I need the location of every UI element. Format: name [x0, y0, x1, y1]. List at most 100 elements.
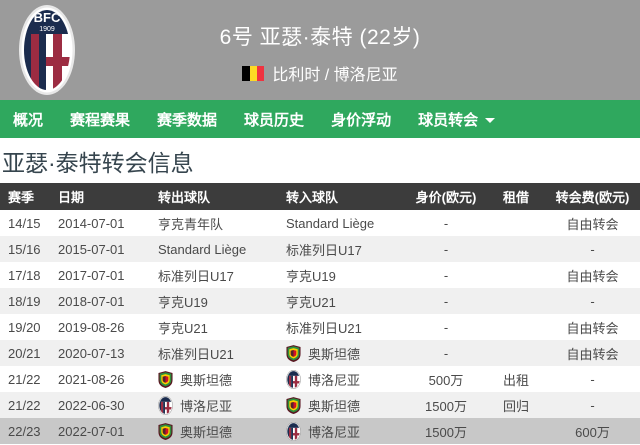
- loan-cell: [487, 314, 545, 340]
- team-name: 奥斯坦德: [180, 372, 233, 388]
- team-name: 亨克U19: [158, 294, 208, 310]
- to-team-cell: 博洛尼亚: [278, 366, 405, 392]
- team-name: 博洛尼亚: [180, 398, 233, 414]
- bologna-crest-icon: [286, 421, 301, 441]
- fee-cell: 自由转会: [566, 268, 619, 284]
- table-row: 15/16 2015-07-01 Standard Liège 标准列日U17 - -: [0, 236, 640, 262]
- season-cell: 22/23: [8, 423, 41, 439]
- to-team-cell: 博洛尼亚: [278, 418, 405, 444]
- from-team-cell: 亨克青年队: [150, 210, 278, 236]
- from-team-cell: Standard Liège: [150, 236, 278, 262]
- to-team: 标准列日U21: [286, 318, 405, 337]
- loan-cell: [487, 262, 545, 288]
- from-team-cell: 标准列日U21: [150, 340, 278, 366]
- nav-tab-transfers[interactable]: 球员转会: [418, 109, 496, 130]
- from-team: 亨克U21: [158, 318, 278, 337]
- season-cell: 14/15: [8, 215, 41, 231]
- to-team: 博洛尼亚: [286, 421, 405, 441]
- from-team: Standard Liège: [158, 242, 278, 257]
- loan-cell: [487, 210, 545, 236]
- market-value-cell: -: [443, 293, 449, 309]
- season-cell: 21/22: [8, 397, 41, 413]
- from-team-cell: 亨克U19: [150, 288, 278, 314]
- from-team-cell: 奥斯坦德: [150, 418, 278, 444]
- date-cell: 2022-07-01: [58, 423, 125, 439]
- date-cell: 2019-08-26: [58, 319, 125, 335]
- date-cell: 2021-08-26: [58, 371, 125, 387]
- fee-cell: 自由转会: [566, 346, 619, 362]
- to-team-cell: 亨克U19: [278, 262, 405, 288]
- loan-cell: 回归: [502, 398, 529, 414]
- col-header-fee: 转会费(欧元): [545, 183, 640, 210]
- to-team-cell: Standard Liège: [278, 210, 405, 236]
- oostende-crest-icon: [158, 370, 173, 389]
- transfer-table-body: 14/15 2014-07-01 亨克青年队 Standard Liège - 自由转会 1…: [0, 210, 640, 444]
- fee-cell: -: [590, 371, 595, 387]
- table-row: 17/18 2017-07-01 标准列日U17 亨克U19 - 自由转会: [0, 262, 640, 288]
- fee-cell: -: [590, 241, 595, 257]
- team-name: 亨克U21: [286, 294, 336, 310]
- col-header-season: 赛季: [0, 183, 50, 210]
- season-cell: 19/20: [8, 319, 41, 335]
- team-name: 奥斯坦德: [180, 424, 233, 440]
- table-row: 21/22 2022-06-30 博洛尼亚 奥斯坦德 1500万 回归 -: [0, 392, 640, 418]
- chevron-down-icon: [485, 117, 496, 123]
- market-value-cell: -: [443, 215, 449, 231]
- to-team: 亨克U19: [286, 266, 405, 285]
- market-value-cell: -: [443, 345, 449, 361]
- player-nationality-club: 比利时 / 博洛尼亚: [272, 67, 398, 84]
- nav-tab-player-history[interactable]: 球员历史: [244, 111, 305, 129]
- table-row: 19/20 2019-08-26 亨克U21 标准列日U21 - 自由转会: [0, 314, 640, 340]
- player-title: 6号 亚瑟·泰特 (22岁): [219, 26, 421, 49]
- to-team: Standard Liège: [286, 216, 405, 231]
- season-cell: 21/22: [8, 371, 41, 387]
- col-header-to-team: 转入球队: [278, 183, 405, 210]
- loan-cell: [487, 340, 545, 366]
- table-header-row: 赛季 日期 转出球队 转入球队 身价(欧元) 租借 转会费(欧元): [0, 183, 640, 210]
- season-cell: 17/18: [8, 267, 41, 283]
- svg-text:BFC: BFC: [34, 10, 61, 25]
- team-name: Standard Liège: [286, 215, 375, 231]
- belgium-flag-icon: [242, 65, 265, 81]
- from-team-cell: 亨克U21: [150, 314, 278, 340]
- from-team: 奥斯坦德: [158, 370, 278, 389]
- from-team: 亨克青年队: [158, 214, 278, 233]
- loan-cell: 出租: [502, 372, 529, 388]
- team-name: 标准列日U21: [286, 320, 362, 336]
- from-team: 博洛尼亚: [158, 395, 278, 415]
- player-header: BFC 1909 6号 亚瑟·泰特 (22岁) 比利时 / 博洛尼亚: [0, 0, 640, 100]
- market-value-cell: -: [443, 241, 449, 257]
- table-row: 22/23 2022-07-01 奥斯坦德 博洛尼亚 1500万 600万: [0, 418, 640, 444]
- from-team: 亨克U19: [158, 292, 278, 311]
- date-cell: 2014-07-01: [58, 215, 125, 231]
- date-cell: 2015-07-01: [58, 241, 125, 257]
- loan-cell: [487, 418, 545, 444]
- oostende-crest-icon: [286, 396, 301, 415]
- team-name: 亨克U19: [286, 268, 336, 284]
- col-header-loan: 租借: [487, 183, 545, 210]
- from-team: 标准列日U21: [158, 344, 278, 363]
- team-name: Standard Liège: [158, 241, 247, 257]
- nav-tab-overview[interactable]: 概况: [13, 111, 44, 129]
- to-team-cell: 奥斯坦德: [278, 340, 405, 366]
- nav-tab-market-value[interactable]: 身价浮动: [331, 111, 392, 129]
- to-team: 博洛尼亚: [286, 369, 405, 389]
- date-cell: 2022-06-30: [58, 397, 125, 413]
- oostende-crest-icon: [286, 344, 301, 363]
- fee-cell: 自由转会: [566, 320, 619, 336]
- nav-tab-fixtures-results[interactable]: 赛程赛果: [70, 111, 131, 129]
- nav-tab-season-stats[interactable]: 赛季数据: [157, 111, 218, 129]
- table-row: 18/19 2018-07-01 亨克U19 亨克U21 - -: [0, 288, 640, 314]
- to-team: 奥斯坦德: [286, 396, 405, 415]
- season-cell: 18/19: [8, 293, 41, 309]
- table-row: 14/15 2014-07-01 亨克青年队 Standard Liège - 自由转会: [0, 210, 640, 236]
- bologna-crest-icon: [286, 369, 301, 389]
- to-team-cell: 标准列日U21: [278, 314, 405, 340]
- col-header-date: 日期: [50, 183, 150, 210]
- season-cell: 15/16: [8, 241, 41, 257]
- navbar: 概况 赛程赛果 赛季数据 球员历史 身价浮动 球员转会: [0, 100, 640, 138]
- from-team-cell: 标准列日U17: [150, 262, 278, 288]
- team-name: 标准列日U17: [286, 242, 362, 258]
- team-name: 奥斯坦德: [308, 398, 361, 414]
